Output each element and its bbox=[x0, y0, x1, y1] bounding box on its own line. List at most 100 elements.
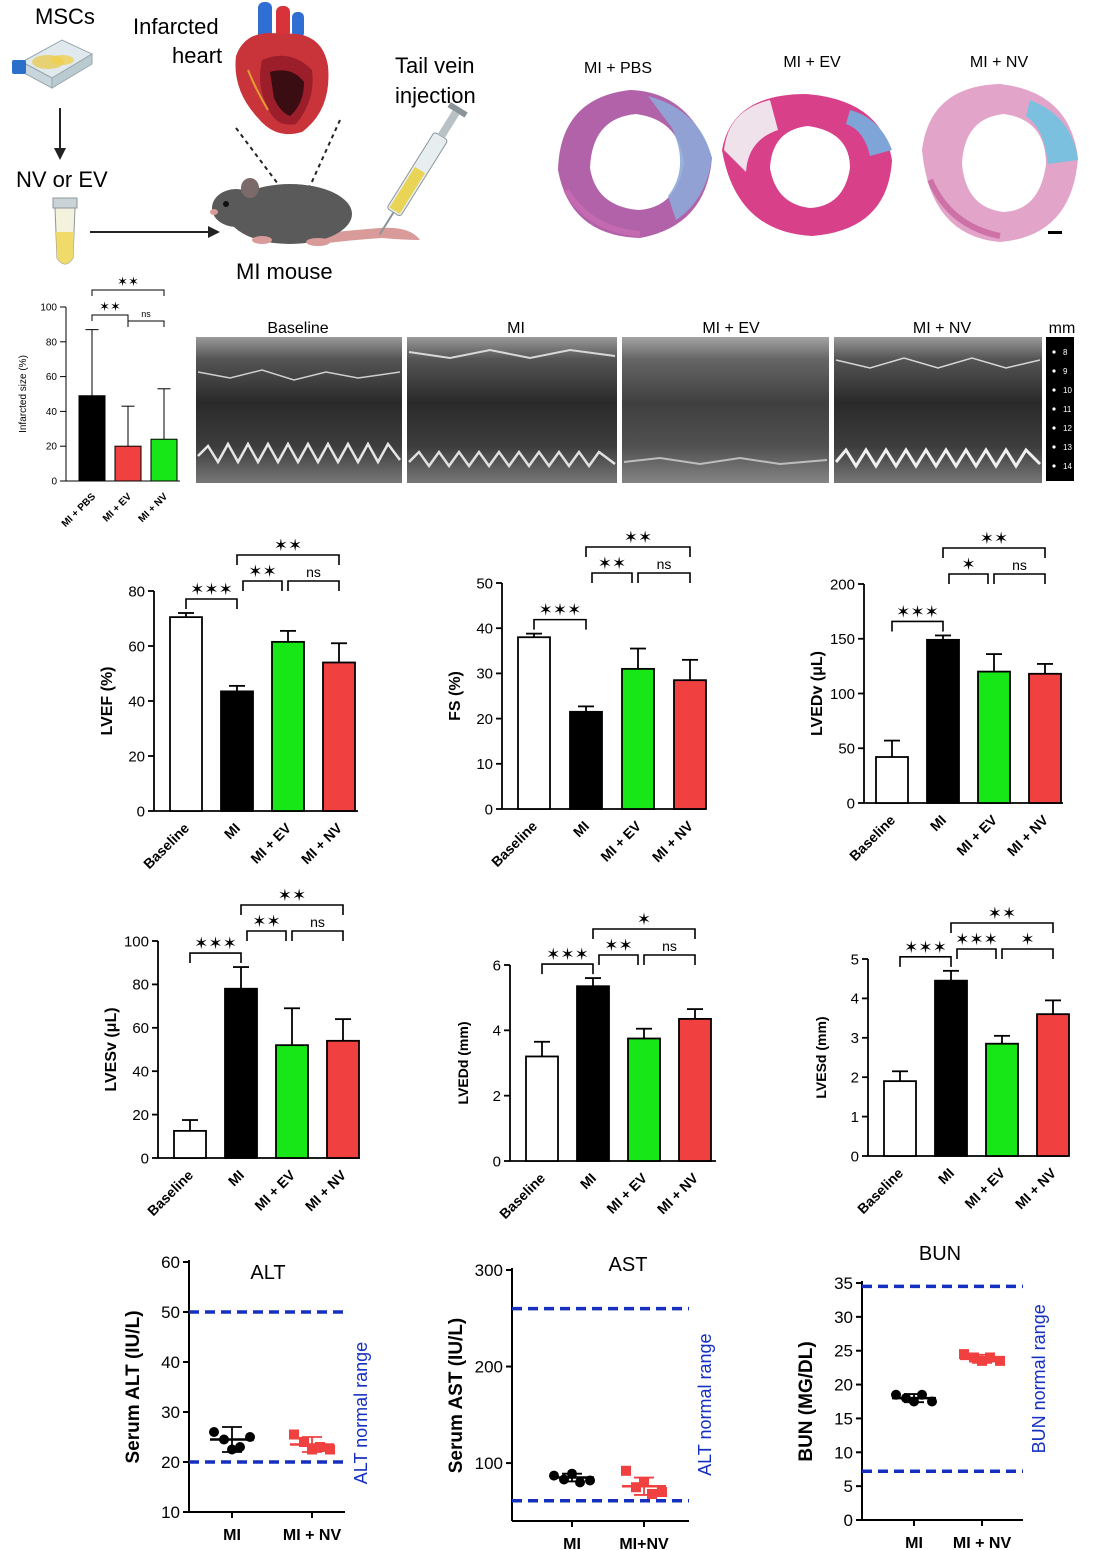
significance-bracket-2 bbox=[127, 320, 165, 327]
bar-1 bbox=[569, 710, 603, 810]
echo-image-baseline bbox=[196, 337, 402, 483]
y-tick-label: 200 bbox=[830, 576, 855, 593]
chart-alt: 10 20 30 40 50 60 MI MI + NV Serum ALT (IU/L) ALT… bbox=[123, 1253, 371, 1544]
significance-label-3: ns bbox=[662, 938, 677, 954]
y-tick-label: 80 bbox=[128, 583, 145, 600]
data-point bbox=[647, 1488, 657, 1499]
bar-3 bbox=[1028, 672, 1062, 804]
vesicle-label: NV or EV bbox=[16, 167, 108, 192]
y-tick-label: 100 bbox=[830, 686, 855, 703]
category-label-1: MI + EV bbox=[101, 491, 134, 524]
y-tick-label: 6 bbox=[493, 957, 501, 974]
y-tick-label: 100 bbox=[124, 933, 149, 950]
category-label-0: MI bbox=[563, 1536, 581, 1550]
histology-label-nv: MI + NV bbox=[970, 54, 1029, 71]
bar-2 bbox=[977, 670, 1011, 804]
chart-lvedv: 0 50 100 150 200 LVEDv (μL) Baseline MI MI + EV M… bbox=[809, 529, 1063, 864]
bar-0 bbox=[78, 395, 106, 482]
y-tick-label: 2 bbox=[851, 1069, 859, 1086]
significance-label-3: ns bbox=[306, 564, 321, 580]
chart-title: AST bbox=[609, 1254, 648, 1276]
bar-2 bbox=[275, 1044, 309, 1159]
y-tick-label: 0 bbox=[851, 1148, 859, 1165]
significance-label-3: ns bbox=[310, 914, 325, 930]
category-label-1: MI + NV bbox=[953, 1535, 1012, 1550]
significance-label-1: ✶✶✶ bbox=[194, 934, 237, 953]
bar-0 bbox=[883, 1080, 917, 1157]
significance-label-0: ✶✶ bbox=[980, 529, 1009, 548]
mouse-label: MI mouse bbox=[236, 259, 333, 284]
histology-image-pbs bbox=[558, 90, 712, 238]
scale-tick-label: 11 bbox=[1063, 405, 1072, 414]
y-tick-label: 20 bbox=[128, 748, 145, 765]
echo-scale-unit: mm bbox=[1049, 320, 1076, 337]
category-label-1: MI bbox=[225, 1167, 247, 1189]
scale-tick-label: 9 bbox=[1063, 367, 1068, 376]
category-label-2: MI + EV bbox=[247, 819, 294, 866]
category-label-2: MI + EV bbox=[597, 817, 644, 864]
data-point bbox=[549, 1470, 559, 1481]
y-tick-label: 50 bbox=[161, 1303, 180, 1322]
scale-dot bbox=[1052, 407, 1056, 411]
significance-label-1: ✶✶ bbox=[99, 299, 121, 314]
significance-label-2: ns bbox=[141, 309, 151, 319]
data-point bbox=[325, 1444, 335, 1455]
significance-bracket-3 bbox=[643, 954, 696, 965]
significance-label-0: ✶✶ bbox=[117, 274, 139, 289]
data-point bbox=[995, 1355, 1005, 1366]
y-tick-label: 5 bbox=[844, 1477, 853, 1496]
histology-label-pbs: MI + PBS bbox=[584, 60, 652, 77]
echo-panel: Baseline MI MI + EV MI + NV mm 8 9 10 11 12 1… bbox=[196, 320, 1075, 483]
scale-dot bbox=[1052, 388, 1056, 392]
y-tick-label: 40 bbox=[161, 1353, 180, 1372]
y-tick-label: 4 bbox=[851, 991, 859, 1008]
significance-bracket-0 bbox=[585, 546, 691, 557]
significance-bracket-0 bbox=[240, 904, 344, 915]
chart-lvef: 0 20 40 60 80 LVEF (%) Baseline MI MI + EV MI + N… bbox=[99, 536, 358, 872]
category-label-1: MI+NV bbox=[619, 1536, 669, 1550]
y-tick-label: 30 bbox=[834, 1308, 853, 1327]
injection-label-1: Tail vein bbox=[395, 53, 474, 78]
significance-bracket-2 bbox=[591, 572, 633, 583]
reference-range-label: BUN normal range bbox=[1029, 1304, 1049, 1453]
significance-label-2: ✶ bbox=[961, 555, 975, 574]
chart-title: BUN bbox=[919, 1243, 961, 1265]
y-tick-label: 2 bbox=[493, 1088, 501, 1105]
significance-label-3: ✶ bbox=[1020, 930, 1034, 949]
y-tick-label: 10 bbox=[476, 756, 493, 773]
significance-bracket-1 bbox=[185, 598, 238, 609]
chart-bun: 0 5 10 15 20 25 30 35 MI MI + NV BUN (MG/DL) BUN BUN… bbox=[796, 1243, 1049, 1550]
y-tick-label: 40 bbox=[128, 693, 145, 710]
category-label-2: MI + EV bbox=[603, 1169, 650, 1216]
bar-0 bbox=[875, 756, 909, 804]
scale-tick-label: 14 bbox=[1063, 462, 1072, 471]
bar-1 bbox=[224, 987, 258, 1159]
y-tick-label: 0 bbox=[485, 801, 493, 818]
significance-bracket-1 bbox=[891, 620, 944, 632]
y-tick-label: 20 bbox=[132, 1107, 149, 1124]
y-axis-label: FS (%) bbox=[447, 671, 464, 721]
category-label-3: MI + NV bbox=[1004, 811, 1052, 859]
chart-lvesd: 0 1 2 3 4 5 LVESd (mm) Baseline MI MI + EV MI + NV… bbox=[813, 904, 1070, 1217]
category-label-3: MI + NV bbox=[1012, 1164, 1060, 1212]
tube-icon bbox=[52, 197, 78, 265]
y-tick-label: 50 bbox=[838, 741, 855, 758]
data-point bbox=[299, 1437, 309, 1447]
y-tick-label: 1 bbox=[851, 1109, 859, 1126]
scale-tick-label: 12 bbox=[1063, 424, 1072, 433]
chart-ast: 100 200 300 MI MI+NV Serum AST (IU/L) AST ALT n… bbox=[446, 1254, 715, 1550]
significance-bracket-0 bbox=[950, 922, 1054, 933]
y-axis-label: Serum ALT (IU/L) bbox=[123, 1310, 144, 1463]
echo-image-mi-ev bbox=[622, 337, 829, 483]
data-point bbox=[969, 1352, 979, 1363]
significance-bracket-0 bbox=[236, 554, 340, 565]
category-label-1: MI bbox=[935, 1165, 957, 1187]
scale-dot bbox=[1052, 426, 1056, 430]
significance-bracket-0 bbox=[942, 547, 1046, 558]
echo-label-mi-nv: MI + NV bbox=[913, 320, 972, 337]
histology-panel: MI + PBS MI + EV MI + NV bbox=[558, 54, 1078, 242]
y-tick-label: 60 bbox=[132, 1020, 149, 1037]
heart-icon bbox=[235, 2, 329, 135]
